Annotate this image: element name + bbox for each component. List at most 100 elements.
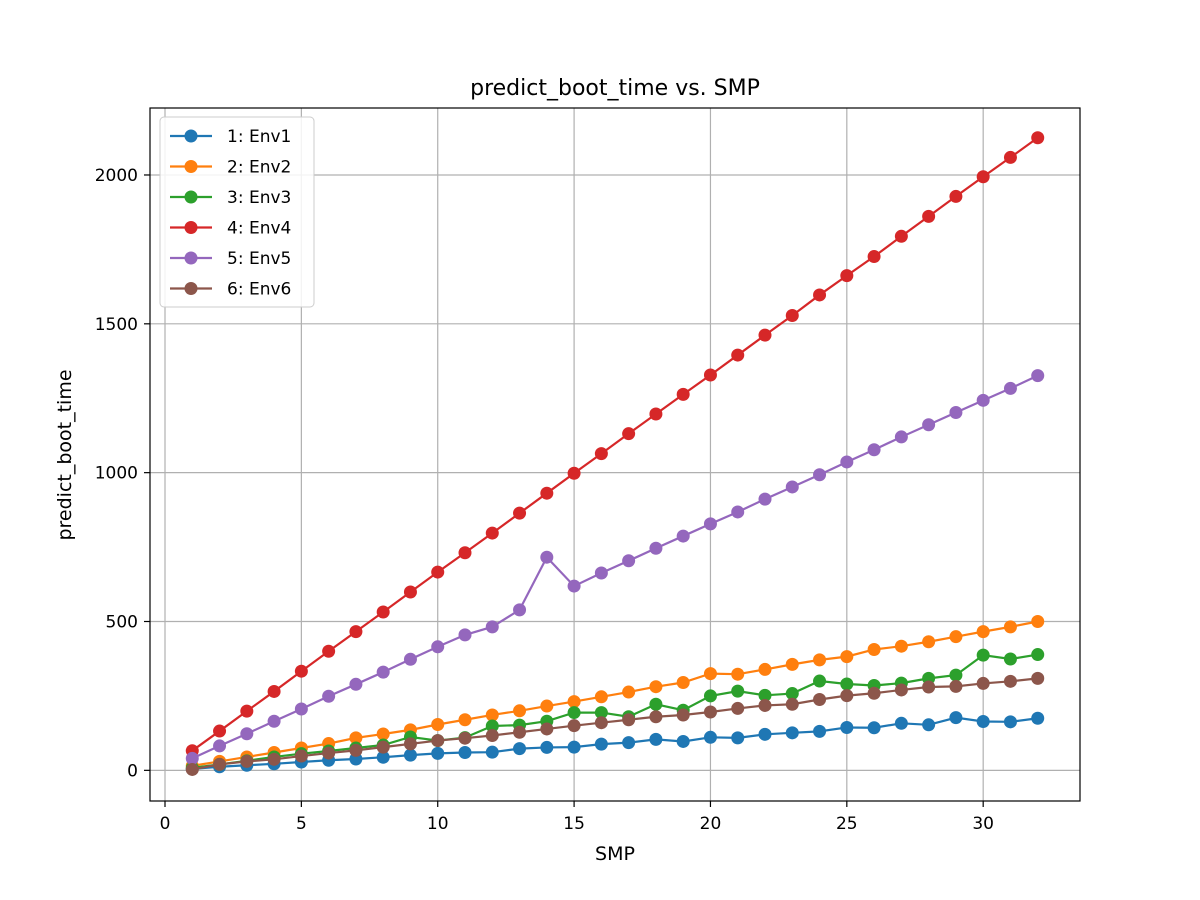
- data-point: [703, 368, 717, 382]
- x-tick-label: 5: [296, 814, 307, 834]
- data-point: [567, 719, 581, 733]
- data-point: [949, 630, 963, 644]
- data-point: [540, 486, 554, 500]
- data-point: [322, 746, 336, 760]
- data-point: [540, 740, 554, 754]
- series-2: [185, 614, 1045, 773]
- data-point: [840, 650, 854, 664]
- data-point: [431, 734, 445, 748]
- data-point: [922, 635, 936, 649]
- data-point: [813, 692, 827, 706]
- data-point: [403, 737, 417, 751]
- legend-label: 2: Env2: [227, 158, 291, 178]
- data-point: [431, 640, 445, 654]
- data-point: [922, 718, 936, 732]
- data-point: [676, 387, 690, 401]
- data-point: [676, 529, 690, 543]
- data-point: [622, 713, 636, 727]
- legend-label: 1: Env1: [227, 127, 291, 147]
- data-point: [758, 688, 772, 702]
- data-point: [540, 550, 554, 564]
- data-point: [622, 736, 636, 750]
- data-point: [294, 664, 308, 678]
- data-point: [267, 714, 281, 728]
- data-point: [785, 726, 799, 740]
- grid: [150, 108, 1080, 801]
- legend-box: [159, 116, 315, 308]
- data-point: [731, 684, 745, 698]
- data-point: [458, 546, 472, 560]
- data-point: [703, 517, 717, 531]
- x-axis-label: SMP: [595, 843, 635, 865]
- data-point: [267, 752, 281, 766]
- legend-item: 5: Env5: [170, 249, 291, 269]
- data-point: [1003, 715, 1017, 729]
- y-tick-label: 1500: [95, 315, 138, 335]
- data-point: [567, 579, 581, 593]
- y-axis-ticks: 0 500 1000 1500 2000: [95, 166, 150, 781]
- data-point: [840, 689, 854, 703]
- data-point: [867, 686, 881, 700]
- data-point: [922, 418, 936, 432]
- data-point: [758, 662, 772, 676]
- data-point: [731, 505, 745, 519]
- data-point: [594, 737, 608, 751]
- data-point: [649, 680, 663, 694]
- data-point: [213, 757, 227, 771]
- data-point: [485, 719, 499, 733]
- data-point: [758, 698, 772, 712]
- data-point: [976, 393, 990, 407]
- data-point: [676, 708, 690, 722]
- y-tick-label: 500: [106, 612, 138, 632]
- data-point: [649, 541, 663, 555]
- data-point: [567, 695, 581, 709]
- data-point: [1003, 381, 1017, 395]
- data-point: [240, 727, 254, 741]
- data-point: [567, 740, 581, 754]
- data-point: [976, 170, 990, 184]
- legend-label: 5: Env5: [227, 249, 291, 269]
- data-point: [1003, 620, 1017, 634]
- data-point: [458, 628, 472, 642]
- data-point: [649, 407, 663, 421]
- data-point: [431, 746, 445, 760]
- data-point: [894, 683, 908, 697]
- data-point: [294, 749, 308, 763]
- legend-swatch-marker: [184, 251, 198, 265]
- data-point: [867, 642, 881, 656]
- data-point: [703, 705, 717, 719]
- data-point: [349, 731, 363, 745]
- data-point: [813, 468, 827, 482]
- data-point: [458, 713, 472, 727]
- data-point: [540, 699, 554, 713]
- data-point: [867, 443, 881, 457]
- data-point: [485, 620, 499, 634]
- x-tick-label: 30: [972, 814, 994, 834]
- data-point: [703, 689, 717, 703]
- data-point: [813, 288, 827, 302]
- data-point: [758, 727, 772, 741]
- data-point: [458, 745, 472, 759]
- data-point: [867, 721, 881, 735]
- data-point: [1003, 150, 1017, 164]
- data-point: [949, 406, 963, 420]
- data-point: [840, 269, 854, 283]
- data-point: [376, 740, 390, 754]
- x-tick-label: 25: [836, 814, 858, 834]
- data-point: [267, 684, 281, 698]
- data-point: [785, 657, 799, 671]
- data-point: [785, 480, 799, 494]
- legend-item: 4: Env4: [170, 219, 291, 239]
- y-tick-label: 2000: [95, 166, 138, 186]
- data-point: [758, 328, 772, 342]
- data-point: [649, 710, 663, 724]
- data-point: [322, 689, 336, 703]
- data-point: [1031, 711, 1045, 725]
- data-point: [376, 665, 390, 679]
- data-point: [922, 209, 936, 223]
- legend-swatch-marker: [184, 160, 198, 173]
- data-point: [622, 427, 636, 441]
- data-point: [485, 526, 499, 540]
- data-point: [485, 708, 499, 722]
